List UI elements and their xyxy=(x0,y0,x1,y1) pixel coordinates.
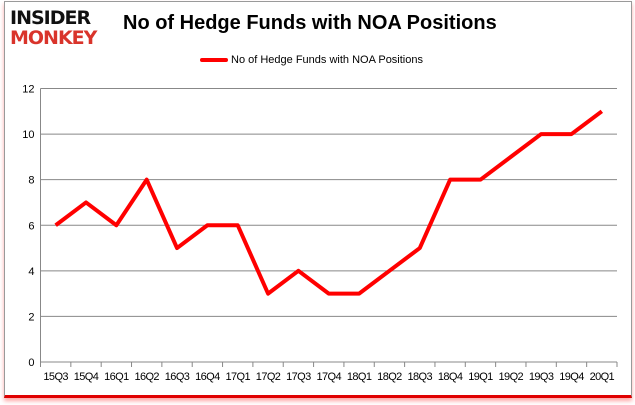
y-tick-label: 0 xyxy=(28,357,34,369)
x-tick-label: 18Q3 xyxy=(408,371,433,383)
y-tick-label: 8 xyxy=(28,175,34,187)
x-tick-label: 16Q3 xyxy=(165,371,190,383)
legend-swatch xyxy=(200,58,228,62)
legend-label: No of Hedge Funds with NOA Positions xyxy=(231,54,423,66)
y-tick-label: 12 xyxy=(22,84,34,96)
x-tick-label: 19Q4 xyxy=(559,371,584,383)
x-tick-label: 16Q4 xyxy=(195,371,220,383)
x-tick-label: 18Q2 xyxy=(377,371,402,383)
x-tick-label: 17Q3 xyxy=(286,371,311,383)
chart-frame xyxy=(4,1,632,398)
series-line xyxy=(54,109,604,296)
x-tick-label: 15Q3 xyxy=(43,371,68,383)
y-tick-label: 2 xyxy=(28,311,34,323)
x-tick-label: 19Q2 xyxy=(499,371,524,383)
x-tick-label: 17Q4 xyxy=(316,371,341,383)
x-tick-label: 18Q4 xyxy=(438,371,463,383)
x-tick-label: 17Q2 xyxy=(256,371,281,383)
x-tick-label: 20Q1 xyxy=(590,371,615,383)
chart-title: No of Hedge Funds with NOA Positions xyxy=(123,12,497,34)
logo-line2: MONKEY xyxy=(10,27,97,49)
y-tick-label: 6 xyxy=(28,220,34,232)
x-tick-label: 17Q1 xyxy=(225,371,250,383)
insider-monkey-logo: INSIDER MONKEY xyxy=(10,8,118,48)
x-tick-label: 19Q1 xyxy=(468,371,493,383)
x-tick-label: 15Q4 xyxy=(74,371,99,383)
y-tick-label: 10 xyxy=(22,129,34,141)
x-tick-label: 16Q1 xyxy=(104,371,129,383)
legend: No of Hedge Funds with NOA Positions xyxy=(200,54,423,66)
x-tick-label: 16Q2 xyxy=(134,371,159,383)
y-tick-label: 4 xyxy=(28,266,34,278)
logo-line1: INSIDER xyxy=(10,7,91,29)
x-tick-label: 19Q3 xyxy=(529,371,554,383)
x-tick-label: 18Q1 xyxy=(347,371,372,383)
